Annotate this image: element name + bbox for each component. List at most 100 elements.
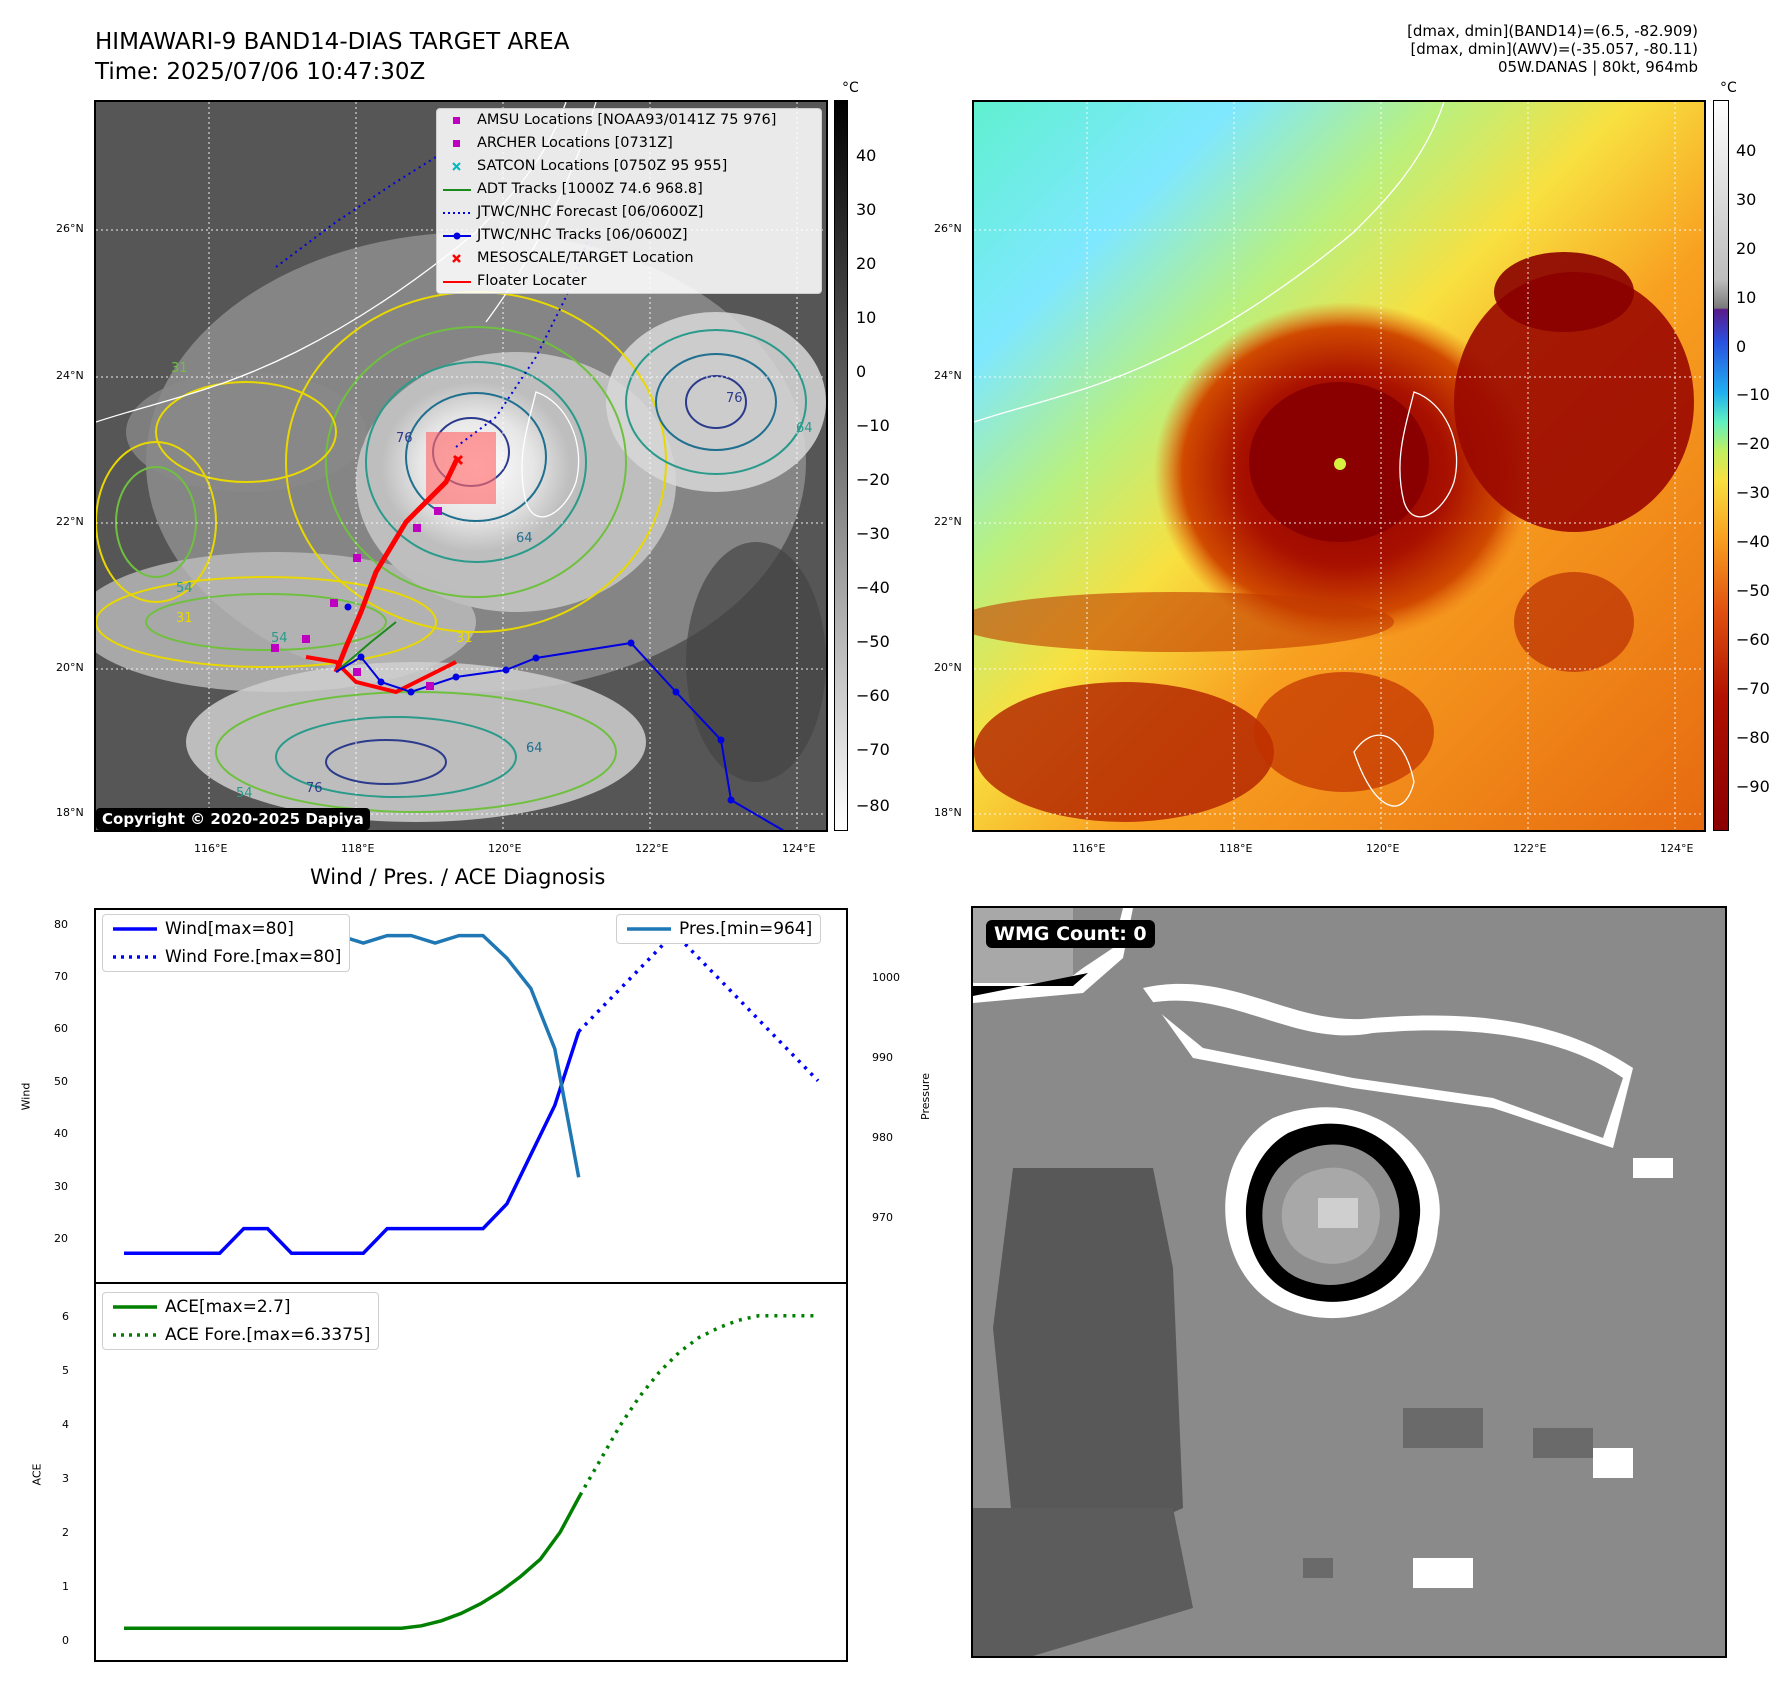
ace-tick: 4 <box>62 1418 69 1431</box>
right-colorbar-unit: °C <box>1720 80 1737 96</box>
square-marker-icon <box>441 132 473 155</box>
contour-label: 31 <box>171 361 188 376</box>
wind-legend: Wind[max=80] Wind Fore.[max=80] <box>102 914 351 972</box>
wind-tick: 60 <box>54 1022 68 1035</box>
dotted-line-icon <box>111 943 159 971</box>
colorbar-tick: −70 <box>856 740 890 759</box>
colorbar-tick: −90 <box>1736 777 1770 796</box>
lat-tick: 18°N <box>934 806 962 819</box>
wind-tick: 80 <box>54 918 68 931</box>
lat-tick: 20°N <box>934 661 962 674</box>
colorbar-tick: −80 <box>856 796 890 815</box>
colorbar-tick: 30 <box>1736 190 1757 209</box>
lon-tick: 116°E <box>194 842 228 855</box>
series-line <box>124 1030 581 1255</box>
contour-label: 54 <box>176 581 193 596</box>
pressure-tick: 990 <box>872 1051 893 1064</box>
lon-tick: 122°E <box>1513 842 1547 855</box>
colorbar-tick: −10 <box>856 416 890 435</box>
info-storm-summary: 05W.DANAS | 80kt, 964mb <box>1497 58 1698 76</box>
lat-tick: 24°N <box>56 369 84 382</box>
colorbar-tick: 20 <box>856 254 877 273</box>
ace-tick: 6 <box>62 1310 69 1323</box>
lon-tick: 120°E <box>488 842 522 855</box>
legend-item-ace-fore: ACE Fore.[max=6.3375] <box>103 1321 378 1349</box>
series-line <box>577 930 820 1083</box>
lat-tick: 22°N <box>56 515 84 528</box>
colorbar-tick: −70 <box>1736 679 1770 698</box>
colorbar-tick: 0 <box>1736 337 1747 356</box>
ace-tick: 2 <box>62 1526 69 1539</box>
colorbar-tick: −10 <box>1736 385 1770 404</box>
contour-label: 64 <box>526 741 543 756</box>
legend-item-adt: ADT Tracks [1000Z 74.6 968.8] <box>437 178 821 201</box>
line-icon <box>111 1293 159 1321</box>
pressure-axis-label: Pressure <box>918 1073 932 1120</box>
wind-tick: 30 <box>54 1180 68 1193</box>
storm-info: [dmax, dmin](BAND14)=(6.5, -82.909) [dma… <box>1407 22 1698 76</box>
legend-item-archer: ARCHER Locations [0731Z] <box>437 132 821 155</box>
contour-label: 76 <box>306 781 323 796</box>
colorbar-tick: −60 <box>1736 630 1770 649</box>
figure-title-line2: Time: 2025/07/06 10:47:30Z <box>95 59 426 85</box>
wind-tick: 40 <box>54 1127 68 1140</box>
track-legend: AMSU Locations [NOAA93/0141Z 75 976] ARC… <box>436 108 822 294</box>
wind-tick: 50 <box>54 1075 68 1088</box>
contour-label: 64 <box>516 531 533 546</box>
wind-axis-label: Wind <box>19 1082 33 1111</box>
contour-label: 54 <box>236 786 253 801</box>
contour-labels: 31 54 76 64 31 54 64 76 31 54 76 64 <box>171 361 813 801</box>
series-line <box>124 1494 582 1630</box>
lon-tick: 118°E <box>1219 842 1253 855</box>
line-icon <box>441 178 473 201</box>
pressure-legend: Pres.[min=964] <box>616 914 822 944</box>
contour-label: 31 <box>176 611 193 626</box>
line-icon <box>441 270 473 293</box>
contour-label: 54 <box>271 631 288 646</box>
lat-tick: 26°N <box>56 222 84 235</box>
lat-tick: 18°N <box>56 806 84 819</box>
ace-legend: ACE[max=2.7] ACE Fore.[max=6.3375] <box>102 1292 380 1350</box>
colorbar-tick: −60 <box>856 686 890 705</box>
legend-item-mesoscale: MESOSCALE/TARGET Location <box>437 247 821 270</box>
colorbar-tick: −20 <box>1736 434 1770 453</box>
colorbar-tick: −80 <box>1736 728 1770 747</box>
dotted-line-icon <box>111 1321 159 1349</box>
pressure-tick: 1000 <box>872 971 900 984</box>
legend-item-wind-fore: Wind Fore.[max=80] <box>103 943 349 971</box>
legend-item-ace: ACE[max=2.7] <box>103 1293 378 1321</box>
copyright-badge: Copyright © 2020-2025 Dapiya <box>96 808 370 830</box>
wind-tick: 20 <box>54 1232 68 1245</box>
series-line <box>578 1314 818 1497</box>
colorbar-tick: 10 <box>1736 288 1757 307</box>
legend-item-floater: Floater Locater <box>437 270 821 293</box>
right-colorbar <box>1713 100 1729 831</box>
ace-axis-label: ACE <box>30 1463 44 1486</box>
pressure-tick: 970 <box>872 1211 893 1224</box>
colorbar-tick: −20 <box>856 470 890 489</box>
colorbar-tick: 40 <box>856 146 877 165</box>
colorbar-tick: −50 <box>856 632 890 651</box>
lat-tick: 26°N <box>934 222 962 235</box>
contour-label: 76 <box>396 431 413 446</box>
colorbar-tick: 40 <box>1736 141 1757 160</box>
colorbar-tick: 0 <box>856 362 867 381</box>
line-dot-icon <box>441 224 473 247</box>
legend-item-satcon: SATCON Locations [0750Z 95 955] <box>437 155 821 178</box>
ace-tick: 0 <box>62 1634 69 1647</box>
line-icon <box>111 915 159 943</box>
colorbar-tick: −40 <box>1736 532 1770 551</box>
contour-label: 64 <box>796 421 813 436</box>
legend-item-jtwc-forecast: JTWC/NHC Forecast [06/0600Z] <box>437 201 821 224</box>
lon-tick: 116°E <box>1072 842 1106 855</box>
lon-tick: 122°E <box>635 842 669 855</box>
lat-tick: 24°N <box>934 369 962 382</box>
left-colorbar <box>834 100 848 831</box>
wmg-image <box>973 908 1725 1656</box>
square-marker-icon <box>441 109 473 132</box>
diagnosis-chart <box>94 908 848 1662</box>
diagnosis-title: Wind / Pres. / ACE Diagnosis <box>310 865 606 889</box>
pressure-tick: 980 <box>872 1131 893 1144</box>
legend-item-jtwc-tracks: JTWC/NHC Tracks [06/0600Z] <box>437 224 821 247</box>
lon-tick: 120°E <box>1366 842 1400 855</box>
